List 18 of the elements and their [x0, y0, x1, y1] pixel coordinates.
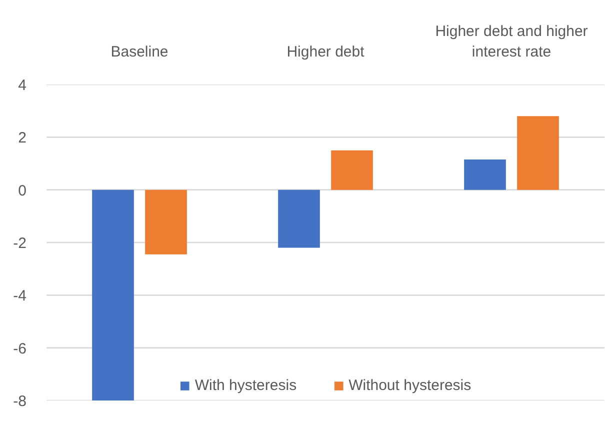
y-tick-label: 0 — [18, 182, 26, 200]
y-tick-label: -8 — [13, 393, 27, 410]
y-tick-label: -6 — [13, 340, 27, 358]
bar — [331, 150, 373, 190]
y-tick-label: 4 — [18, 77, 26, 94]
legend-label: With hysteresis — [194, 377, 297, 394]
x-tick-label: Higher debt — [286, 44, 366, 60]
y-tick-label: -4 — [13, 288, 27, 305]
bar — [145, 190, 187, 254]
y-tick-label: 2 — [18, 130, 26, 147]
bar — [464, 160, 506, 190]
y-tick-label: -2 — [13, 235, 27, 252]
legend-label: Without hysteresis — [348, 377, 472, 394]
bar — [517, 116, 559, 190]
x-tick-label: Baseline — [110, 44, 168, 60]
bar — [92, 190, 134, 400]
x-tick-label: Higher debt and higher interest rate — [435, 23, 588, 60]
bar — [278, 190, 320, 248]
